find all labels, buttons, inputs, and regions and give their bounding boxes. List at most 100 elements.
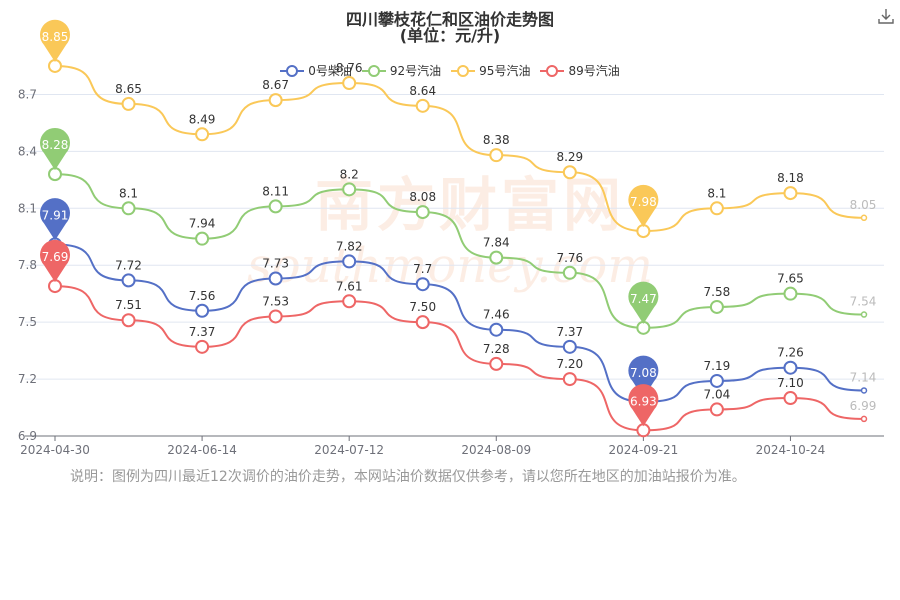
data-point[interactable] bbox=[342, 294, 357, 309]
data-point[interactable] bbox=[562, 265, 577, 280]
data-point[interactable] bbox=[709, 299, 724, 314]
download-icon[interactable] bbox=[876, 6, 896, 26]
data-label: 7.46 bbox=[483, 308, 510, 322]
data-point[interactable] bbox=[860, 415, 868, 423]
pin-marker bbox=[628, 281, 659, 324]
legend-item[interactable]: 0号柴油 bbox=[280, 62, 352, 79]
series-points bbox=[48, 58, 868, 438]
data-label: 8.38 bbox=[483, 133, 510, 147]
data-label: 8.08 bbox=[409, 190, 436, 204]
data-point[interactable] bbox=[195, 231, 210, 246]
data-point[interactable] bbox=[195, 339, 210, 354]
data-label: 7.73 bbox=[262, 257, 289, 271]
data-point[interactable] bbox=[489, 356, 504, 371]
pin-marker bbox=[628, 184, 659, 228]
data-label: 7.65 bbox=[777, 272, 804, 286]
data-point[interactable] bbox=[783, 391, 798, 406]
data-point[interactable] bbox=[489, 322, 504, 337]
data-point[interactable] bbox=[709, 201, 724, 216]
data-point[interactable] bbox=[783, 360, 798, 375]
data-point[interactable] bbox=[415, 205, 430, 220]
data-point[interactable] bbox=[562, 165, 577, 180]
data-point[interactable] bbox=[268, 93, 283, 108]
legend-label: 95号汽油 bbox=[479, 64, 531, 78]
data-point[interactable] bbox=[783, 186, 798, 201]
data-point[interactable] bbox=[268, 199, 283, 214]
legend-label: 89号汽油 bbox=[568, 64, 620, 78]
data-label: 7.84 bbox=[483, 236, 510, 250]
max-min-pin: 7.98 bbox=[628, 184, 659, 228]
data-point[interactable] bbox=[489, 250, 504, 265]
data-point[interactable] bbox=[195, 127, 210, 142]
data-point[interactable] bbox=[709, 402, 724, 417]
legend-marker bbox=[451, 64, 476, 77]
data-point[interactable] bbox=[415, 98, 430, 113]
data-point[interactable] bbox=[489, 148, 504, 163]
data-point[interactable] bbox=[562, 339, 577, 354]
pin-marker bbox=[40, 239, 70, 283]
series-line-2 bbox=[54, 64, 865, 233]
pin-marker bbox=[40, 198, 70, 241]
data-point[interactable] bbox=[268, 271, 283, 286]
data-label: 8.2 bbox=[340, 167, 359, 181]
legend-item[interactable]: 89号汽油 bbox=[540, 62, 620, 79]
data-label: 7.58 bbox=[704, 285, 731, 299]
data-point[interactable] bbox=[562, 372, 577, 387]
data-point[interactable] bbox=[860, 214, 868, 222]
data-point[interactable] bbox=[860, 387, 868, 394]
data-label: 8.18 bbox=[777, 171, 804, 185]
y-tick-label: 7.2 bbox=[18, 372, 37, 386]
pin-marker bbox=[40, 127, 70, 171]
data-label: 7.53 bbox=[262, 294, 289, 308]
data-label: 6.99 bbox=[850, 399, 877, 413]
max-min-pin: 7.08 bbox=[628, 355, 659, 398]
data-point[interactable] bbox=[342, 182, 357, 197]
data-point[interactable] bbox=[268, 309, 283, 324]
data-point[interactable] bbox=[342, 76, 357, 91]
pin-label: 7.08 bbox=[630, 366, 657, 380]
data-point[interactable] bbox=[121, 273, 136, 288]
data-point[interactable] bbox=[783, 286, 798, 301]
data-label: 7.76 bbox=[556, 251, 583, 265]
data-point[interactable] bbox=[121, 96, 136, 111]
data-label: 7.37 bbox=[556, 325, 583, 339]
x-tick-label: 2024-04-30 bbox=[20, 443, 90, 457]
data-label: 7.7 bbox=[413, 262, 432, 276]
data-point[interactable] bbox=[860, 311, 868, 318]
data-point[interactable] bbox=[195, 303, 210, 318]
legend-marker bbox=[361, 64, 386, 77]
legend-item[interactable]: 92号汽油 bbox=[361, 62, 441, 79]
data-label: 8.1 bbox=[119, 186, 138, 200]
pin-label: 7.98 bbox=[630, 195, 657, 209]
pin-label: 7.47 bbox=[630, 292, 657, 306]
data-point[interactable] bbox=[415, 277, 430, 292]
x-tick-label: 2024-07-12 bbox=[314, 443, 384, 457]
data-label: 7.26 bbox=[777, 346, 804, 360]
data-label: 7.61 bbox=[336, 279, 363, 293]
pin-marker bbox=[628, 384, 659, 427]
pin-label: 8.28 bbox=[42, 138, 69, 152]
data-point[interactable] bbox=[121, 313, 136, 328]
y-tick-label: 8.1 bbox=[18, 201, 37, 215]
series-lines bbox=[54, 64, 865, 432]
legend-marker bbox=[540, 64, 565, 77]
data-label: 8.49 bbox=[189, 112, 216, 126]
pin-label: 8.85 bbox=[42, 30, 69, 44]
data-point[interactable] bbox=[121, 201, 136, 216]
watermark-text: 南方财富网 bbox=[315, 171, 625, 239]
series-line-3 bbox=[54, 285, 865, 432]
data-point[interactable] bbox=[415, 315, 430, 330]
data-label: 7.10 bbox=[777, 376, 804, 390]
series-line-1 bbox=[54, 173, 865, 329]
watermark: 南方财富网 southmoney.com bbox=[247, 171, 653, 294]
data-point[interactable] bbox=[342, 254, 357, 269]
data-point[interactable] bbox=[709, 373, 724, 388]
legend-item[interactable]: 95号汽油 bbox=[451, 62, 530, 79]
data-label: 7.04 bbox=[704, 387, 731, 401]
data-label: 7.82 bbox=[336, 239, 363, 253]
data-label: 8.65 bbox=[115, 82, 142, 96]
data-label: 8.64 bbox=[409, 84, 436, 98]
footnote: 说明：图例为四川最近12次调价的油价走势，本网站油价数据仅供参考，请以您所在地区… bbox=[70, 469, 746, 485]
